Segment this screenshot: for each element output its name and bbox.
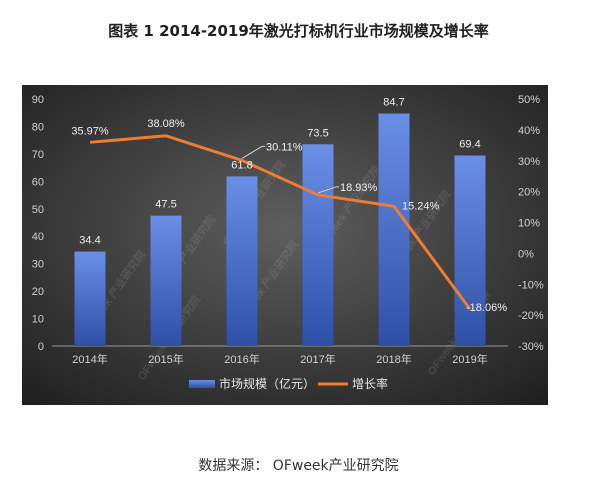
- y-right-tick-label: -20%: [518, 310, 544, 322]
- bar-market-size: [378, 113, 410, 346]
- x-tick-label: 2019年: [452, 352, 487, 366]
- legend-label-market-size: 市场规模（亿元）: [219, 376, 315, 391]
- bar-market-size: [454, 155, 486, 346]
- legend-label-growth-rate: 增长率: [352, 376, 388, 391]
- growth-value-label: 15.24%: [402, 200, 440, 212]
- growth-label-leader: [241, 145, 265, 159]
- combo-chart: OFweek 产业研究院 OFweek 产业研究院 OFweek 产业研究院OFwe…: [22, 85, 548, 405]
- x-tick-label: 2015年: [148, 352, 183, 366]
- bar-market-size: [226, 176, 258, 346]
- y-left-tick-label: 40: [32, 231, 44, 243]
- bar-market-size: [150, 215, 182, 346]
- y-right-tick-label: 40%: [518, 125, 540, 137]
- bar-value-label: 34.4: [79, 235, 100, 247]
- bar-value-label: 84.7: [383, 97, 404, 109]
- x-tick-label: 2018年: [376, 352, 411, 366]
- chart-title: 图表 1 2014-2019年激光打标机行业市场规模及增长率: [108, 22, 489, 40]
- bar-value-label: 73.5: [307, 127, 328, 139]
- growth-value-label: 38.08%: [147, 118, 185, 130]
- bar-market-size: [74, 251, 106, 346]
- x-tick-label: 2017年: [300, 352, 335, 366]
- y-left-tick-label: 80: [32, 121, 44, 133]
- chart-area: OFweek 产业研究院 OFweek 产业研究院 OFweek 产业研究院 OFwe…: [22, 85, 548, 405]
- y-right-tick-label: 20%: [518, 187, 540, 199]
- data-source-note: 数据来源： OFweek产业研究院: [198, 458, 399, 474]
- bar-value-label: 61.8: [231, 159, 252, 171]
- y-left-tick-label: 90: [32, 94, 44, 106]
- y-left-tick-label: 30: [32, 259, 44, 271]
- y-left-tick-label: 70: [32, 149, 44, 161]
- y-right-tick-label: 50%: [518, 94, 540, 106]
- growth-value-label: -18.06%: [466, 302, 507, 314]
- y-left-tick-label: 0: [38, 341, 44, 353]
- y-left-tick-label: 20: [32, 286, 44, 298]
- y-right-tick-label: 10%: [518, 218, 540, 230]
- growth-label-leader: [317, 186, 339, 194]
- y-right-tick-label: 30%: [518, 156, 540, 168]
- y-left-tick-label: 50: [32, 204, 44, 216]
- y-right-tick-label: 0%: [518, 248, 534, 260]
- x-tick-label: 2014年: [72, 352, 107, 366]
- y-left-tick-label: 10: [32, 314, 44, 326]
- legend-swatch-market-size: [189, 380, 215, 388]
- bar-market-size: [302, 144, 334, 346]
- bar-value-label: 47.5: [155, 199, 176, 211]
- growth-value-label: 30.11%: [266, 141, 303, 153]
- bar-value-label: 69.4: [459, 139, 480, 151]
- growth-value-label: 35.97%: [71, 125, 109, 137]
- y-right-tick-label: -10%: [518, 279, 544, 291]
- growth-rate-line: [89, 134, 472, 311]
- x-tick-label: 2016年: [224, 352, 259, 366]
- y-right-tick-label: -30%: [518, 341, 544, 353]
- growth-value-label: 18.93%: [340, 182, 378, 194]
- y-left-tick-label: 60: [32, 176, 44, 188]
